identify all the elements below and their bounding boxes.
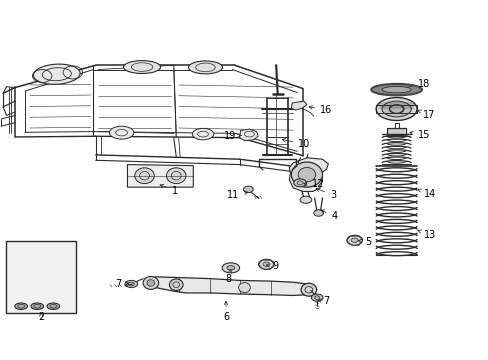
Text: 10: 10 (282, 139, 310, 149)
Ellipse shape (375, 98, 416, 121)
Ellipse shape (222, 263, 239, 273)
Text: 6: 6 (223, 301, 228, 322)
Ellipse shape (192, 129, 213, 140)
Ellipse shape (311, 294, 323, 301)
Text: 7: 7 (317, 296, 329, 306)
Ellipse shape (263, 262, 269, 266)
Text: 19: 19 (223, 131, 241, 141)
Text: 14: 14 (417, 189, 435, 199)
Ellipse shape (381, 101, 410, 117)
Ellipse shape (388, 105, 403, 113)
Ellipse shape (291, 162, 322, 187)
Ellipse shape (166, 168, 185, 184)
Text: 11: 11 (227, 190, 247, 200)
Text: 13: 13 (417, 230, 435, 239)
Text: 7: 7 (115, 279, 128, 289)
Ellipse shape (226, 266, 234, 270)
Ellipse shape (238, 283, 250, 293)
Text: 1: 1 (160, 185, 178, 196)
Ellipse shape (125, 280, 138, 288)
Ellipse shape (313, 210, 323, 216)
Ellipse shape (258, 259, 274, 269)
Ellipse shape (188, 61, 222, 74)
Ellipse shape (381, 86, 410, 93)
Ellipse shape (135, 168, 154, 184)
Ellipse shape (33, 64, 80, 84)
Ellipse shape (123, 60, 160, 73)
Text: 17: 17 (416, 110, 434, 120)
Ellipse shape (350, 238, 357, 242)
Text: 18: 18 (399, 79, 429, 90)
Ellipse shape (293, 179, 306, 187)
Polygon shape (289, 158, 328, 192)
Text: 2: 2 (38, 312, 44, 322)
Ellipse shape (109, 126, 134, 139)
Text: 3: 3 (316, 188, 335, 200)
Ellipse shape (147, 280, 155, 286)
Text: 16: 16 (308, 105, 332, 115)
Ellipse shape (300, 196, 311, 203)
Ellipse shape (15, 303, 27, 310)
Text: 12: 12 (303, 179, 324, 189)
Ellipse shape (169, 279, 183, 291)
Ellipse shape (143, 276, 158, 289)
Text: 8: 8 (225, 269, 231, 284)
Polygon shape (127, 165, 193, 187)
Ellipse shape (370, 84, 421, 95)
Polygon shape (239, 129, 258, 140)
Polygon shape (291, 101, 306, 110)
Ellipse shape (31, 303, 43, 310)
Polygon shape (144, 277, 312, 296)
Ellipse shape (346, 235, 362, 245)
FancyBboxPatch shape (5, 241, 76, 313)
Ellipse shape (301, 283, 316, 296)
Text: 5: 5 (358, 237, 371, 247)
Ellipse shape (298, 167, 315, 182)
Text: 4: 4 (320, 210, 337, 221)
Text: 9: 9 (266, 261, 278, 271)
Text: 15: 15 (409, 130, 429, 140)
Ellipse shape (47, 303, 60, 310)
Ellipse shape (243, 186, 253, 193)
